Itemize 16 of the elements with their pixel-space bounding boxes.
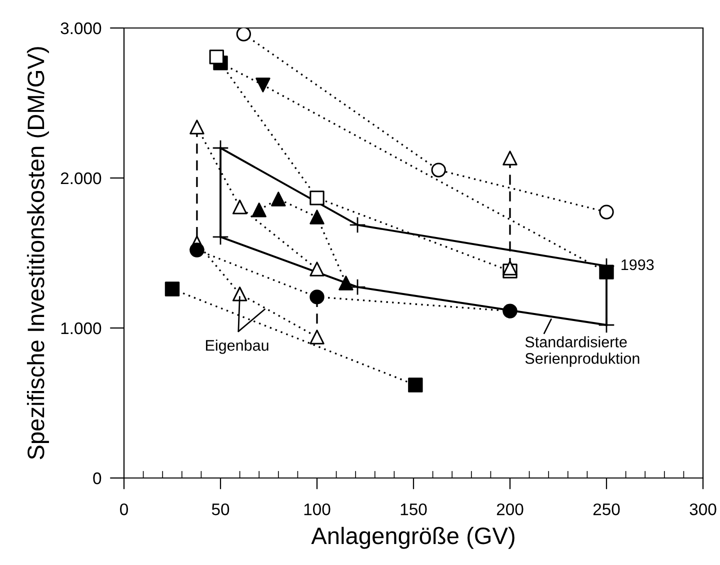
x-tick-label: 250 — [593, 503, 620, 516]
x-tick-label: 150 — [400, 503, 427, 516]
x-tick-label: 300 — [690, 503, 716, 516]
x-axis-title: Anlagengröße (GV) — [311, 526, 514, 549]
annotation: Standardisierte Serienproduktion — [525, 336, 640, 367]
annotation: 1993 — [622, 259, 654, 270]
y-tick-label: 0 — [93, 472, 102, 484]
x-tick-label: 100 — [304, 503, 330, 516]
y-tick-label: 1.000 — [61, 322, 102, 334]
x-tick-label: 0 — [120, 503, 128, 516]
y-tick-label: 3.000 — [60, 22, 102, 34]
y-tick-label: 2.000 — [60, 172, 102, 184]
annotation: Eigenbau — [206, 340, 268, 354]
x-tick-label: 50 — [212, 503, 230, 516]
x-tick-label: 200 — [496, 503, 524, 516]
y-axis-title: Spezifische Investitionskosten (DM/GV) — [26, 47, 49, 460]
